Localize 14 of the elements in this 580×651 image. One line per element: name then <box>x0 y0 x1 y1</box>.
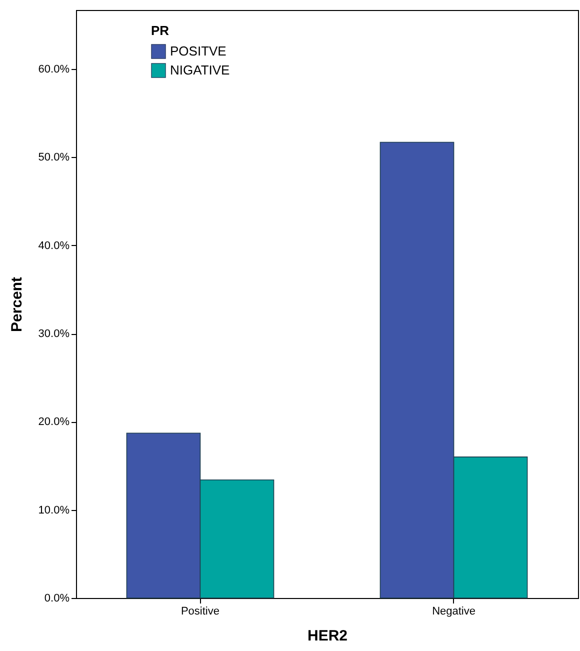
y-tick-label: 60.0% <box>38 64 70 76</box>
y-tick-label: 10.0% <box>38 504 70 516</box>
y-tick-label: 20.0% <box>38 416 70 428</box>
legend-label: NIGATIVE <box>170 62 230 78</box>
x-axis-title: HER2 <box>307 628 348 644</box>
legend-label: POSITVE <box>170 44 227 58</box>
y-axis-title: Percent <box>8 276 26 332</box>
x-tick-label: Positive <box>180 606 220 618</box>
y-tick-label: 40.0% <box>38 240 70 252</box>
y-tick-label: 50.0% <box>38 152 70 164</box>
y-tick-label: 0.0% <box>44 592 70 604</box>
legend-title: PR <box>151 23 170 38</box>
y-tick-label: 30.0% <box>38 328 70 340</box>
x-tick-label: Negative <box>432 606 476 618</box>
